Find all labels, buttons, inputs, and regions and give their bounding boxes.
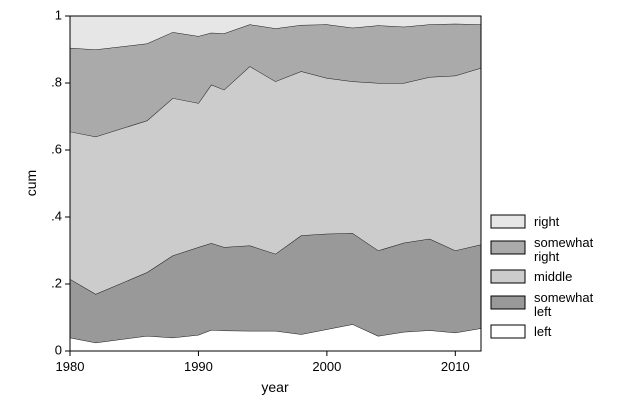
- x-tick-label: 1980: [56, 359, 85, 374]
- y-tick-label: .6: [51, 141, 62, 156]
- legend-swatch-left: [490, 324, 526, 339]
- legend-item-left: left: [490, 324, 552, 339]
- y-tick-label: .8: [51, 74, 62, 89]
- area-middle: [70, 66, 481, 295]
- y-axis-title: cum: [23, 170, 39, 196]
- plot-frame: [69, 15, 482, 352]
- area-left: [70, 324, 481, 351]
- x-axis-title: year: [261, 379, 289, 395]
- legend-swatch-middle: [490, 269, 526, 284]
- y-tick-label: 1: [55, 7, 62, 22]
- y-tick-label: .4: [51, 208, 62, 223]
- legend-label-right: right: [534, 214, 560, 229]
- area-right: [70, 16, 481, 50]
- plot-border: [69, 15, 482, 352]
- legend-swatch-somewhat-left: [490, 295, 526, 310]
- area-somewhat-right: [70, 23, 481, 137]
- legend-label-somewhat-right-line-2: right: [534, 249, 560, 264]
- y-tick-label: 0: [55, 342, 62, 357]
- legend-item-middle: middle: [490, 269, 572, 284]
- x-tick-label: 2000: [312, 359, 341, 374]
- y-axis: 0 .2 .4 .6 .8 1: [51, 7, 70, 357]
- x-tick-label: 1990: [184, 359, 213, 374]
- legend-label-somewhat-left-line-1: somewhat: [534, 290, 594, 305]
- area-somewhat-left: [70, 233, 481, 343]
- legend-swatch-right: [490, 214, 526, 229]
- legend-label-left: left: [534, 324, 552, 339]
- legend-label-somewhat-left-line-2: left: [534, 304, 552, 319]
- x-tick-label: 2010: [441, 359, 470, 374]
- legend-swatch-somewhat-right: [490, 240, 526, 255]
- legend-label-somewhat-right-line-1: somewhat: [534, 235, 594, 250]
- y-tick-label: .2: [51, 275, 62, 290]
- area-layer: [69, 16, 482, 351]
- legend-label-middle: middle: [534, 269, 572, 284]
- legend-item-right: right: [490, 214, 560, 229]
- x-axis: 1980 1990 2000 2010: [56, 351, 470, 374]
